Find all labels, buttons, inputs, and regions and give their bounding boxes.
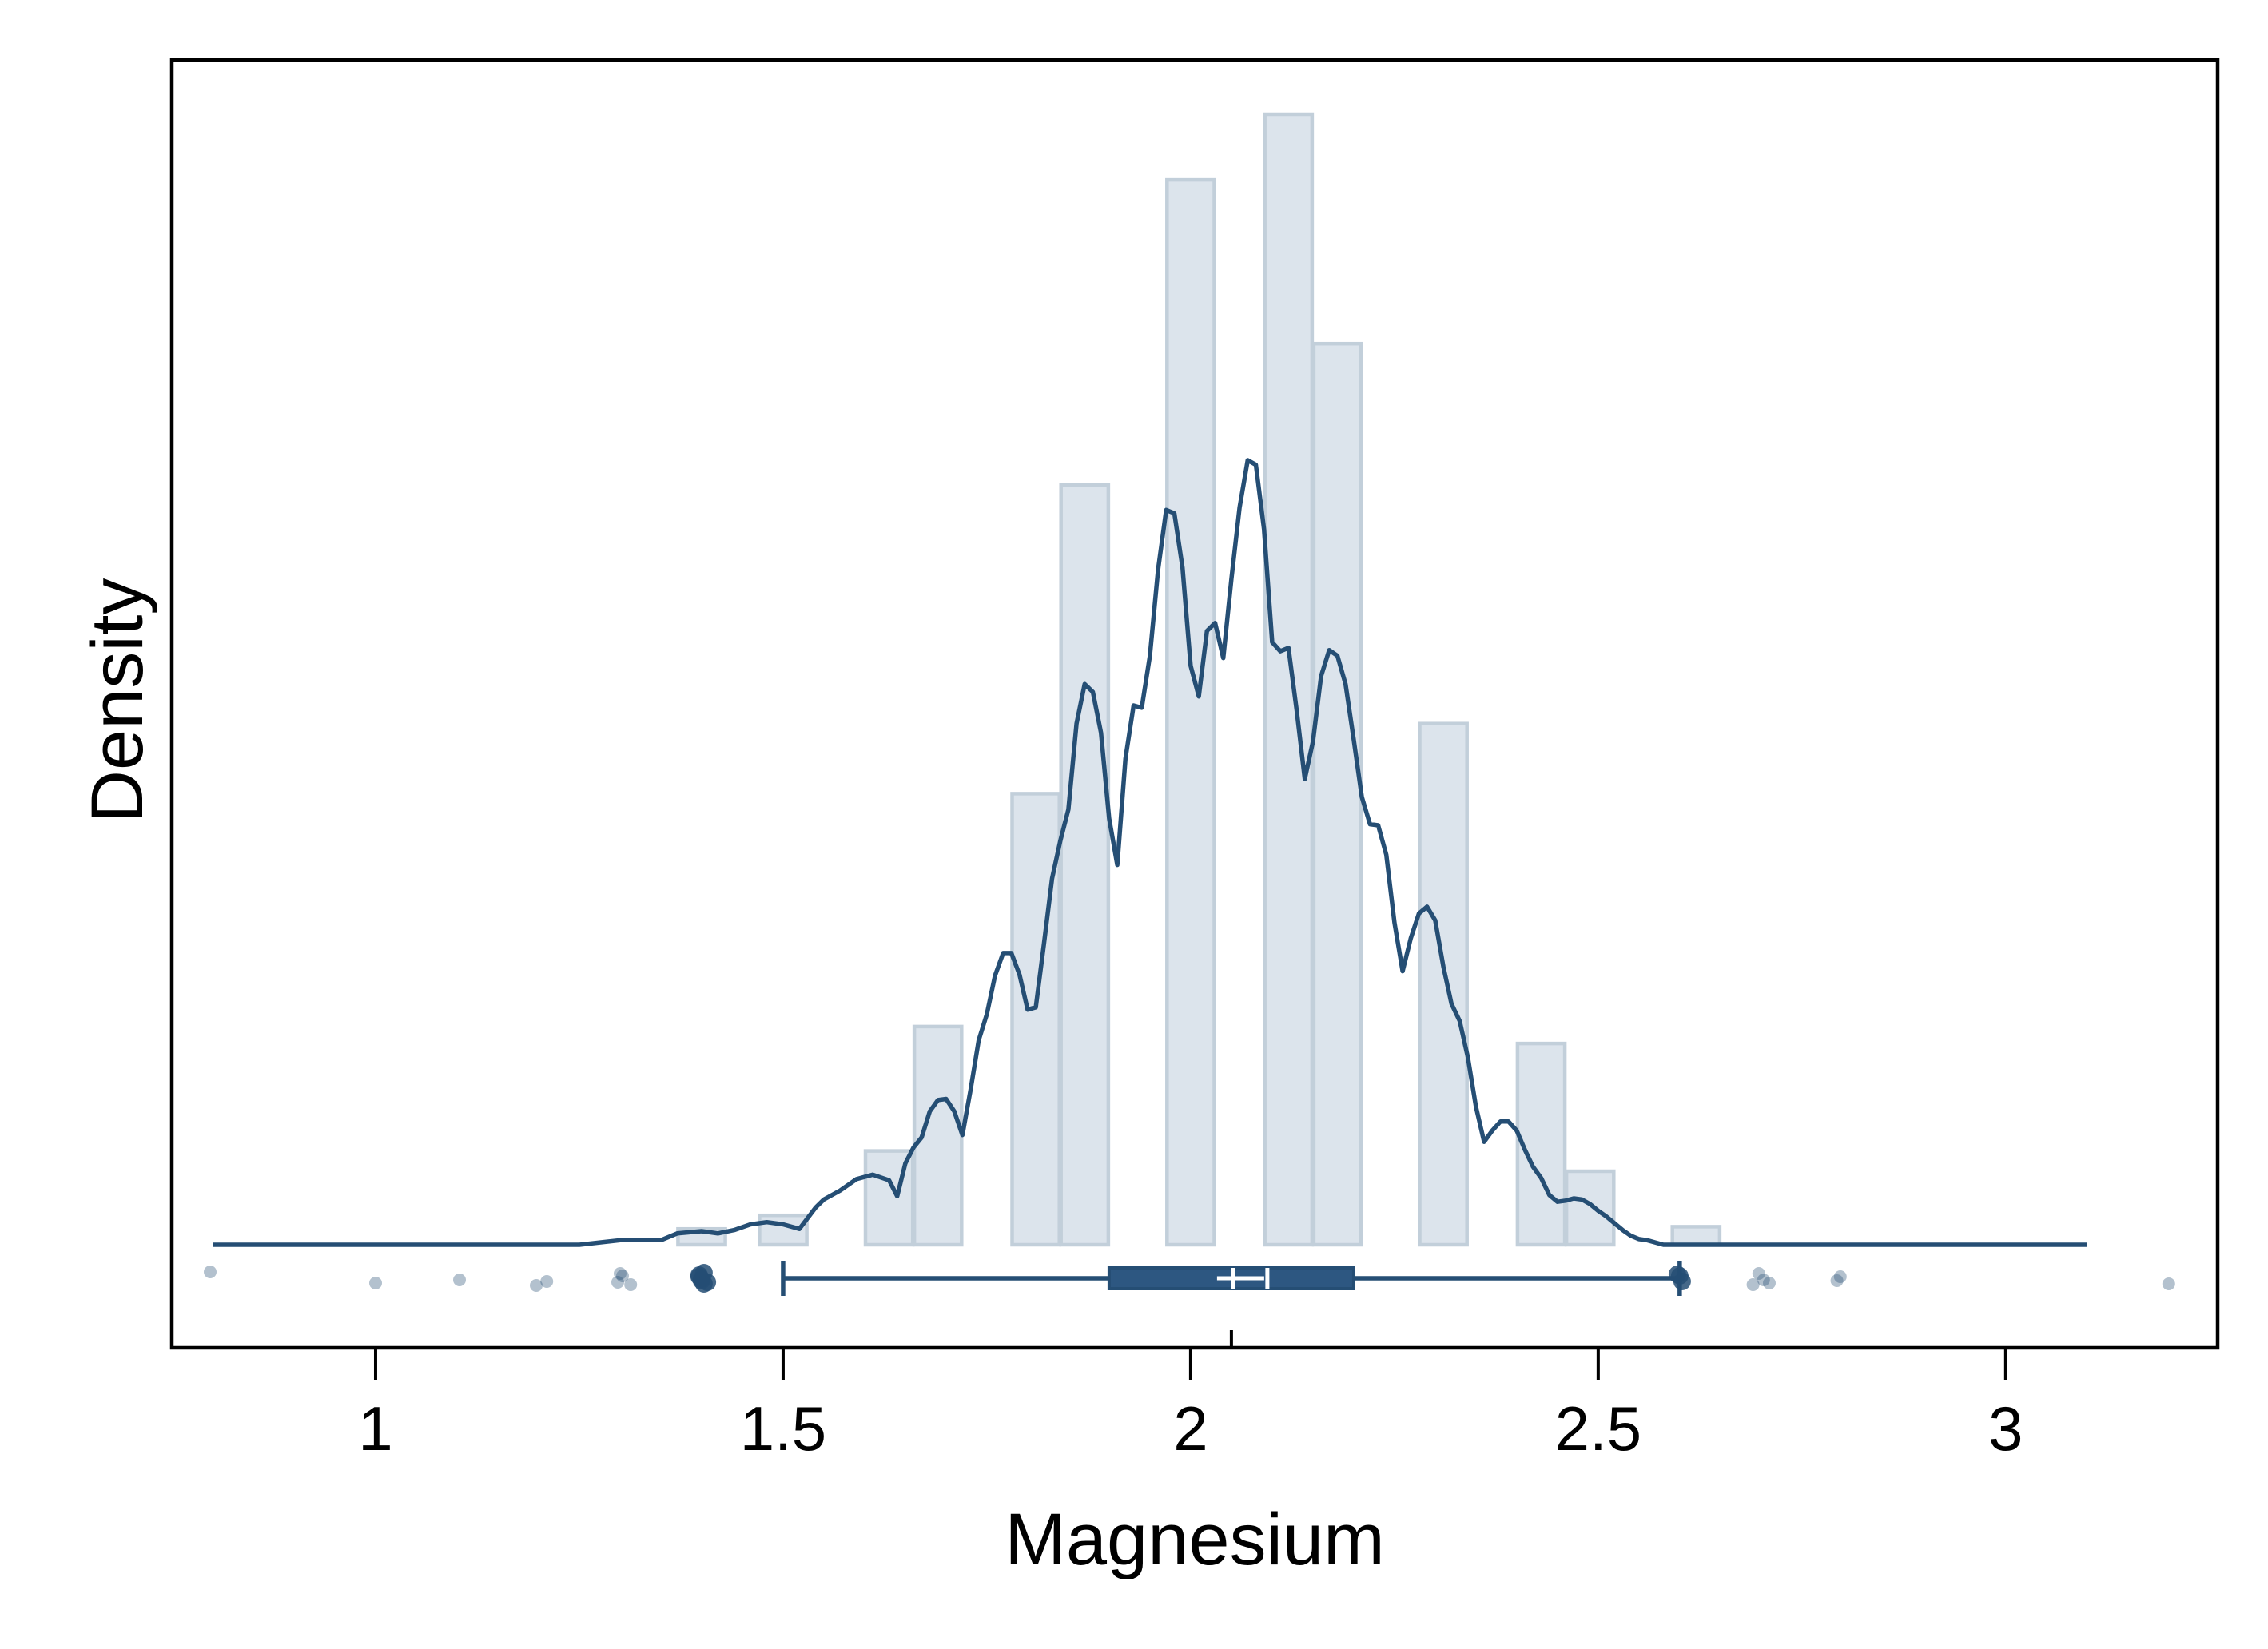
histogram-bar-12: [1564, 1169, 1616, 1247]
data-point-22: [1752, 1267, 1765, 1280]
data-point-20: [1746, 1278, 1760, 1291]
data-points: [204, 1264, 2175, 1293]
x-axis: 1 1.5 2 2.5 3: [358, 1348, 2023, 1464]
data-point-21: [1757, 1274, 1770, 1286]
data-point-25: [1833, 1270, 1847, 1283]
data-point-4: [530, 1279, 543, 1292]
kde-layer: [213, 458, 2087, 1247]
x-tick-label-4: 2.5: [1555, 1393, 1641, 1464]
data-point-9: [624, 1278, 638, 1291]
histogram-bar-13: [1670, 1225, 1722, 1247]
data-point-3: [453, 1274, 466, 1286]
kde-line: [213, 458, 2087, 1247]
data-point-6: [616, 1270, 629, 1282]
histogram-bar-8: [1263, 112, 1315, 1247]
data-point-5: [540, 1275, 554, 1288]
x-tick-label-2: 1.5: [740, 1393, 826, 1464]
data-point-19: [1668, 1266, 1686, 1283]
data-point-8: [614, 1267, 627, 1280]
data-point-1: [204, 1266, 217, 1278]
data-point-23: [1763, 1277, 1776, 1289]
data-point-16: [698, 1274, 717, 1291]
histogram-bar-11: [1515, 1041, 1567, 1247]
x-tick-label-3: 2: [1173, 1393, 1208, 1464]
x-axis-title: Magnesium: [1005, 1499, 1385, 1580]
y-axis-title: Density: [77, 578, 158, 824]
x-tick-label-1: 1: [358, 1393, 392, 1464]
histogram-bar-6: [1059, 483, 1111, 1247]
boxplot: [781, 1261, 1682, 1348]
histogram-bar-9: [1311, 341, 1363, 1247]
histogram-bar-10: [1418, 721, 1469, 1247]
histogram-bars: [676, 112, 1722, 1247]
histogram-bar-5: [1010, 792, 1061, 1247]
data-point-7: [611, 1276, 624, 1289]
x-tick-label-5: 3: [1988, 1393, 2023, 1464]
data-point-2: [369, 1277, 382, 1289]
histogram-bar-7: [1165, 177, 1216, 1247]
data-point-24: [1830, 1274, 1844, 1287]
plot-frame: [169, 58, 2220, 1350]
data-point-26: [2162, 1277, 2175, 1290]
